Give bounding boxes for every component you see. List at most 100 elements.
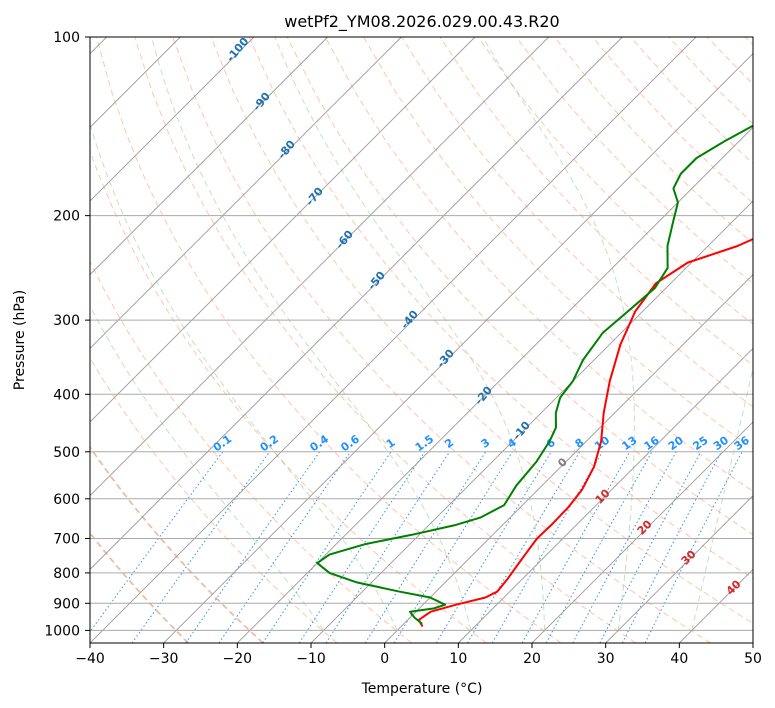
- moist-adiabat-label: 30: [679, 547, 699, 567]
- dry-adiabat-label: -20: [472, 384, 495, 408]
- mixing-ratio-line: [90, 451, 224, 633]
- reference-arc-line: [90, 445, 264, 643]
- dry-adiabat-line: [286, 37, 753, 536]
- y-axis-label: Pressure (hPa): [12, 290, 28, 390]
- mixing-ratio-label: 0.2: [258, 432, 281, 454]
- mixing-ratio-line: [435, 451, 552, 643]
- dry-adiabat-line: [172, 37, 711, 643]
- isotherm-line: [90, 37, 328, 276]
- dry-adiabat-line: [706, 37, 753, 85]
- x-tick-label: 50: [744, 651, 762, 667]
- isotherms: [90, 37, 753, 643]
- temperature-profile-line: [417, 237, 753, 628]
- y-tick-label: 800: [53, 566, 80, 582]
- mixing-ratio-line: [521, 451, 631, 643]
- plot-area: -100-90-80-70-60-50-40-30-20-100.1 0.2 0.4…: [90, 35, 753, 643]
- isotherm-line: [237, 126, 753, 643]
- x-tick-label: −30: [149, 651, 179, 667]
- isotherm-line: [384, 274, 753, 643]
- isotherm-line: [90, 37, 402, 349]
- dry-adiabat-line: [90, 533, 189, 643]
- mixing-ratio-line: [185, 451, 320, 643]
- isotherm-line: [458, 347, 753, 643]
- dry-adiabat-line: [95, 37, 562, 643]
- mixing-ratio-line: [467, 451, 581, 643]
- mixing-ratio-line: [325, 451, 450, 643]
- mixing-ratio-label: 36: [732, 433, 752, 453]
- y-tick-label: 1000: [44, 623, 80, 639]
- dry-adiabat-line: [90, 447, 263, 643]
- mixing-ratio-label: 16: [642, 433, 662, 453]
- moist-adiabat-line: [151, 37, 472, 631]
- isotherm-line: [605, 495, 753, 643]
- mixing-ratio-label: 2: [442, 436, 456, 451]
- mixing-ratio-line: [545, 451, 653, 643]
- moist-adiabats: [90, 37, 753, 631]
- mixing-ratio-label: 20: [666, 433, 686, 453]
- x-tick-label: −40: [75, 651, 105, 667]
- x-axis: −40 −30 −20 −10 0 10 20 30 40 50: [75, 643, 762, 667]
- dry-adiabat-label: -40: [398, 308, 421, 332]
- moist-adiabat-line: [274, 37, 546, 631]
- isotherm-line: [163, 53, 753, 643]
- mixing-ratio-line: [218, 451, 351, 643]
- x-tick-label: 20: [523, 651, 541, 667]
- mixing-ratio-label: 0.1: [211, 432, 234, 454]
- x-tick-label: 10: [449, 651, 467, 667]
- mixing-ratio-label: 0.6: [338, 432, 362, 454]
- mixing-ratio-line: [621, 451, 722, 643]
- isotherm-line: [531, 421, 753, 643]
- dry-adiabats: [90, 37, 753, 643]
- y-tick-label: 300: [53, 313, 80, 329]
- moist-adiabat-line: [90, 122, 398, 631]
- y-tick-label: 900: [53, 596, 80, 612]
- dry-adiabat-label: -100: [224, 35, 252, 65]
- moist-adiabat-label: 10: [593, 486, 613, 506]
- mixing-ratio-label: 25: [691, 434, 711, 453]
- y-tick-label: 400: [53, 387, 80, 403]
- mixing-ratio-line: [298, 451, 426, 643]
- y-tick-label: 700: [53, 532, 80, 548]
- dry-adiabat-line: [477, 37, 753, 325]
- isotherm-line: [90, 37, 623, 570]
- reference-arc-line: [90, 531, 190, 643]
- y-tick-label: 600: [53, 492, 80, 508]
- mixing-ratio-lines: [90, 451, 743, 643]
- chart-title: wetPf2_YM08.2026.029.00.43.R20: [284, 12, 559, 32]
- mixing-ratio-label: 13: [620, 434, 640, 453]
- y-tick-label: 200: [53, 209, 80, 225]
- dry-adiabat-line: [90, 260, 413, 643]
- dry-adiabat-label: -60: [333, 228, 356, 252]
- mixing-ratio-label: 0.4: [308, 432, 332, 454]
- dry-adiabat-line: [90, 149, 487, 643]
- dry-adiabat-line: [248, 37, 753, 580]
- dry-adiabat-line: [515, 37, 753, 285]
- isotherm-line: [90, 37, 255, 202]
- plot-frame: [89, 36, 754, 644]
- x-tick-label: 0: [380, 651, 389, 667]
- isotherm-line: [752, 642, 753, 643]
- y-axis: 100 200 300 400 500 600 700 800 900 1000: [44, 30, 90, 639]
- moist-adiabat-line: [90, 304, 324, 631]
- line-labels: -100-90-80-70-60-50-40-30-20-100.1 0.2 0.4…: [211, 35, 752, 598]
- dry-adiabat-label: -30: [434, 347, 457, 371]
- dry-adiabat-line: [553, 37, 753, 244]
- x-tick-label: −10: [296, 651, 326, 667]
- mixing-ratio-label: 1.5: [413, 432, 436, 454]
- isotherm-line: [90, 37, 549, 497]
- mixing-ratio-label: 30: [711, 433, 731, 453]
- dry-adiabat-label: -90: [250, 90, 273, 114]
- isotherm-line: [90, 37, 476, 423]
- mixing-ratio-line: [644, 451, 743, 643]
- isotherm-line: [90, 37, 697, 643]
- moist-adiabat-label: 20: [635, 517, 655, 537]
- x-tick-label: −20: [223, 651, 253, 667]
- y-tick-label: 100: [53, 30, 80, 46]
- moist-adiabat-line: [482, 37, 635, 631]
- mixing-ratio-line: [599, 451, 702, 643]
- y-tick-label: 500: [53, 445, 80, 461]
- dry-adiabat-label: -10: [510, 419, 533, 443]
- dry-adiabat-label: -50: [365, 269, 388, 293]
- moist-adiabat-label: 0: [555, 455, 570, 470]
- dry-adiabat-line: [439, 37, 753, 366]
